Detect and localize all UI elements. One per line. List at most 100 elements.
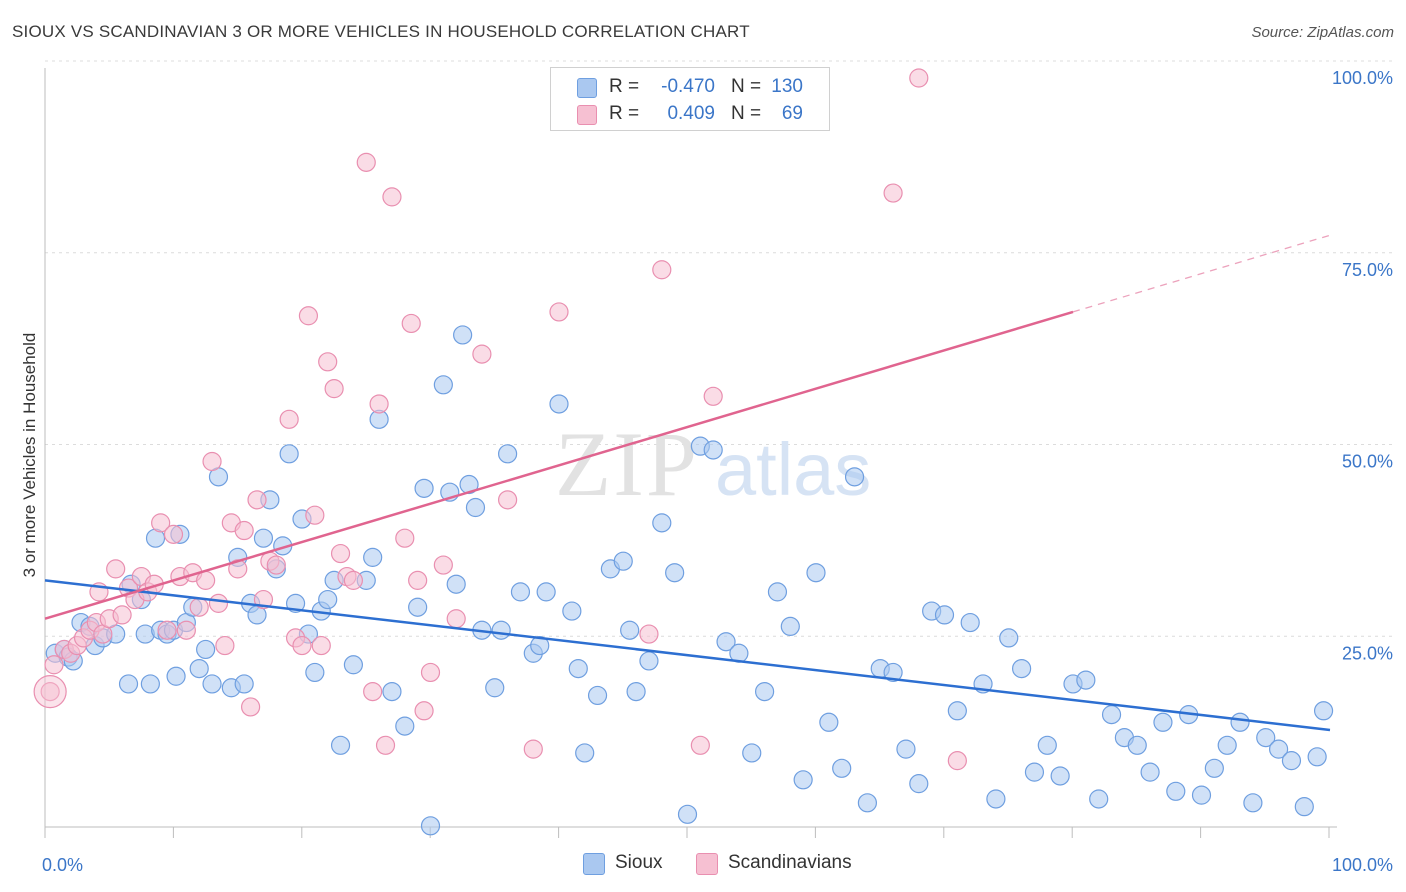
point-scandinavians-70 [947,751,967,771]
point-sioux-111 [1089,789,1109,809]
point-sioux-89 [806,563,826,583]
point-scandinavians-45 [330,543,351,564]
point-sioux-78 [665,563,685,583]
point-scandinavians-18 [151,513,171,533]
legend-n-label: N = [731,76,762,97]
point-sioux-99 [934,605,955,625]
point-scandinavians-44 [324,379,344,399]
point-sioux-75 [626,681,646,702]
point-scandinavians-31 [234,520,254,541]
point-scandinavians-63 [549,302,569,322]
point-scandinavians-66 [690,735,710,755]
point-sioux-65 [530,635,550,656]
point-sioux-63 [510,582,531,602]
point-sioux-66 [536,582,556,602]
point-sioux-85 [754,681,775,702]
point-sioux-68 [562,601,582,621]
point-sioux-70 [575,743,595,763]
point-sioux-86 [767,582,788,602]
point-scandinavians-36 [266,555,286,575]
point-scandinavians-65 [652,260,672,280]
legend-swatch-scandinavians [577,105,597,125]
point-scandinavians-12 [112,605,132,625]
point-sioux-79 [677,804,698,824]
point-sioux-24 [202,674,222,694]
point-sioux-77 [652,513,672,533]
point-scandinavians-62 [523,739,543,759]
point-scandinavians-25 [196,570,216,590]
point-scandinavians-33 [247,490,267,510]
point-scandinavians-58 [433,555,453,575]
point-sioux-87 [780,616,800,637]
point-scandinavians-large [33,674,67,709]
point-scandinavians-32 [241,697,261,717]
point-sioux-52 [420,816,441,836]
trend-line-extension-scandinavians [1072,234,1331,313]
y-axis-label: 3 or more Vehicles in Household [20,333,39,578]
point-sioux-48 [382,681,402,702]
point-sioux-107 [1037,735,1057,755]
point-sioux-56 [453,325,473,345]
point-scandinavians-28 [215,635,235,656]
point-sioux-9 [118,674,139,694]
point-sioux-125 [1268,739,1289,759]
point-sioux-57 [459,474,479,495]
point-sioux-81 [703,440,723,460]
x-tick-label-0: 0.0% [42,855,83,875]
point-sioux-103 [986,789,1006,809]
correlation-legend: R = -0.470 N = 130 R = 0.409 N = 69 [550,67,830,131]
point-scandinavians-30 [228,559,248,579]
point-scandinavians-22 [176,620,196,640]
point-sioux-116 [1153,712,1173,732]
series-legend-label-sioux: Sioux [615,852,663,873]
point-sioux-119 [1191,785,1212,805]
point-scandinavians-11 [106,559,126,579]
point-sioux-114 [1127,735,1147,755]
point-sioux-122 [1230,712,1250,732]
point-sioux-84 [742,743,762,763]
point-sioux-82 [716,632,736,652]
point-scandinavians-50 [369,394,389,414]
point-scandinavians-41 [305,505,325,525]
point-scandinavians-26 [202,451,222,472]
point-sioux-39 [305,662,325,683]
point-sioux-35 [279,444,299,464]
point-sioux-41 [318,589,338,610]
point-sioux-115 [1140,762,1160,782]
watermark-atlas: atlas [715,428,871,511]
tick-labels: 100.0% 75.0% 50.0% 25.0% 0.0% 100.0% [42,68,1393,875]
point-sioux-110 [1076,670,1096,690]
chart-title: SIOUX VS SCANDINAVIAN 3 OR MORE VEHICLES… [12,22,750,41]
point-sioux-61 [491,620,511,640]
trend-line-scandinavians [44,310,1074,620]
point-sioux-93 [857,793,878,813]
point-scandinavians-1 [44,655,64,675]
series-legend-swatch-scandinavians [696,853,718,875]
point-scandinavians-64 [639,624,659,644]
point-sioux-101 [960,612,980,633]
point-sioux-112 [1101,705,1122,725]
point-sioux-123 [1243,793,1263,813]
legend-row-sioux: R = -0.470 N = 130 [551,74,829,100]
legend-swatch-sioux [577,78,597,98]
point-sioux-129 [1313,701,1334,721]
point-scandinavians-61 [498,490,518,510]
point-sioux-58 [465,497,486,518]
point-scandinavians-68 [883,183,903,203]
trend-line-sioux [44,579,1331,732]
point-sioux-104 [999,628,1019,648]
point-sioux-127 [1294,797,1314,817]
point-scandinavians-19 [157,620,177,640]
point-sioux-62 [498,444,518,464]
point-sioux-120 [1204,758,1224,778]
point-scandinavians-52 [382,187,402,207]
point-scandinavians-57 [420,662,441,683]
point-sioux-51 [414,478,434,498]
watermark-zip: ZIP [555,413,699,515]
y-tick-label-2: 50.0% [1342,452,1393,472]
point-sioux-96 [896,739,916,759]
legend-n-value-scandinavians: 69 [781,103,803,124]
point-scandinavians-60 [472,344,492,364]
point-sioux-90 [819,712,839,732]
